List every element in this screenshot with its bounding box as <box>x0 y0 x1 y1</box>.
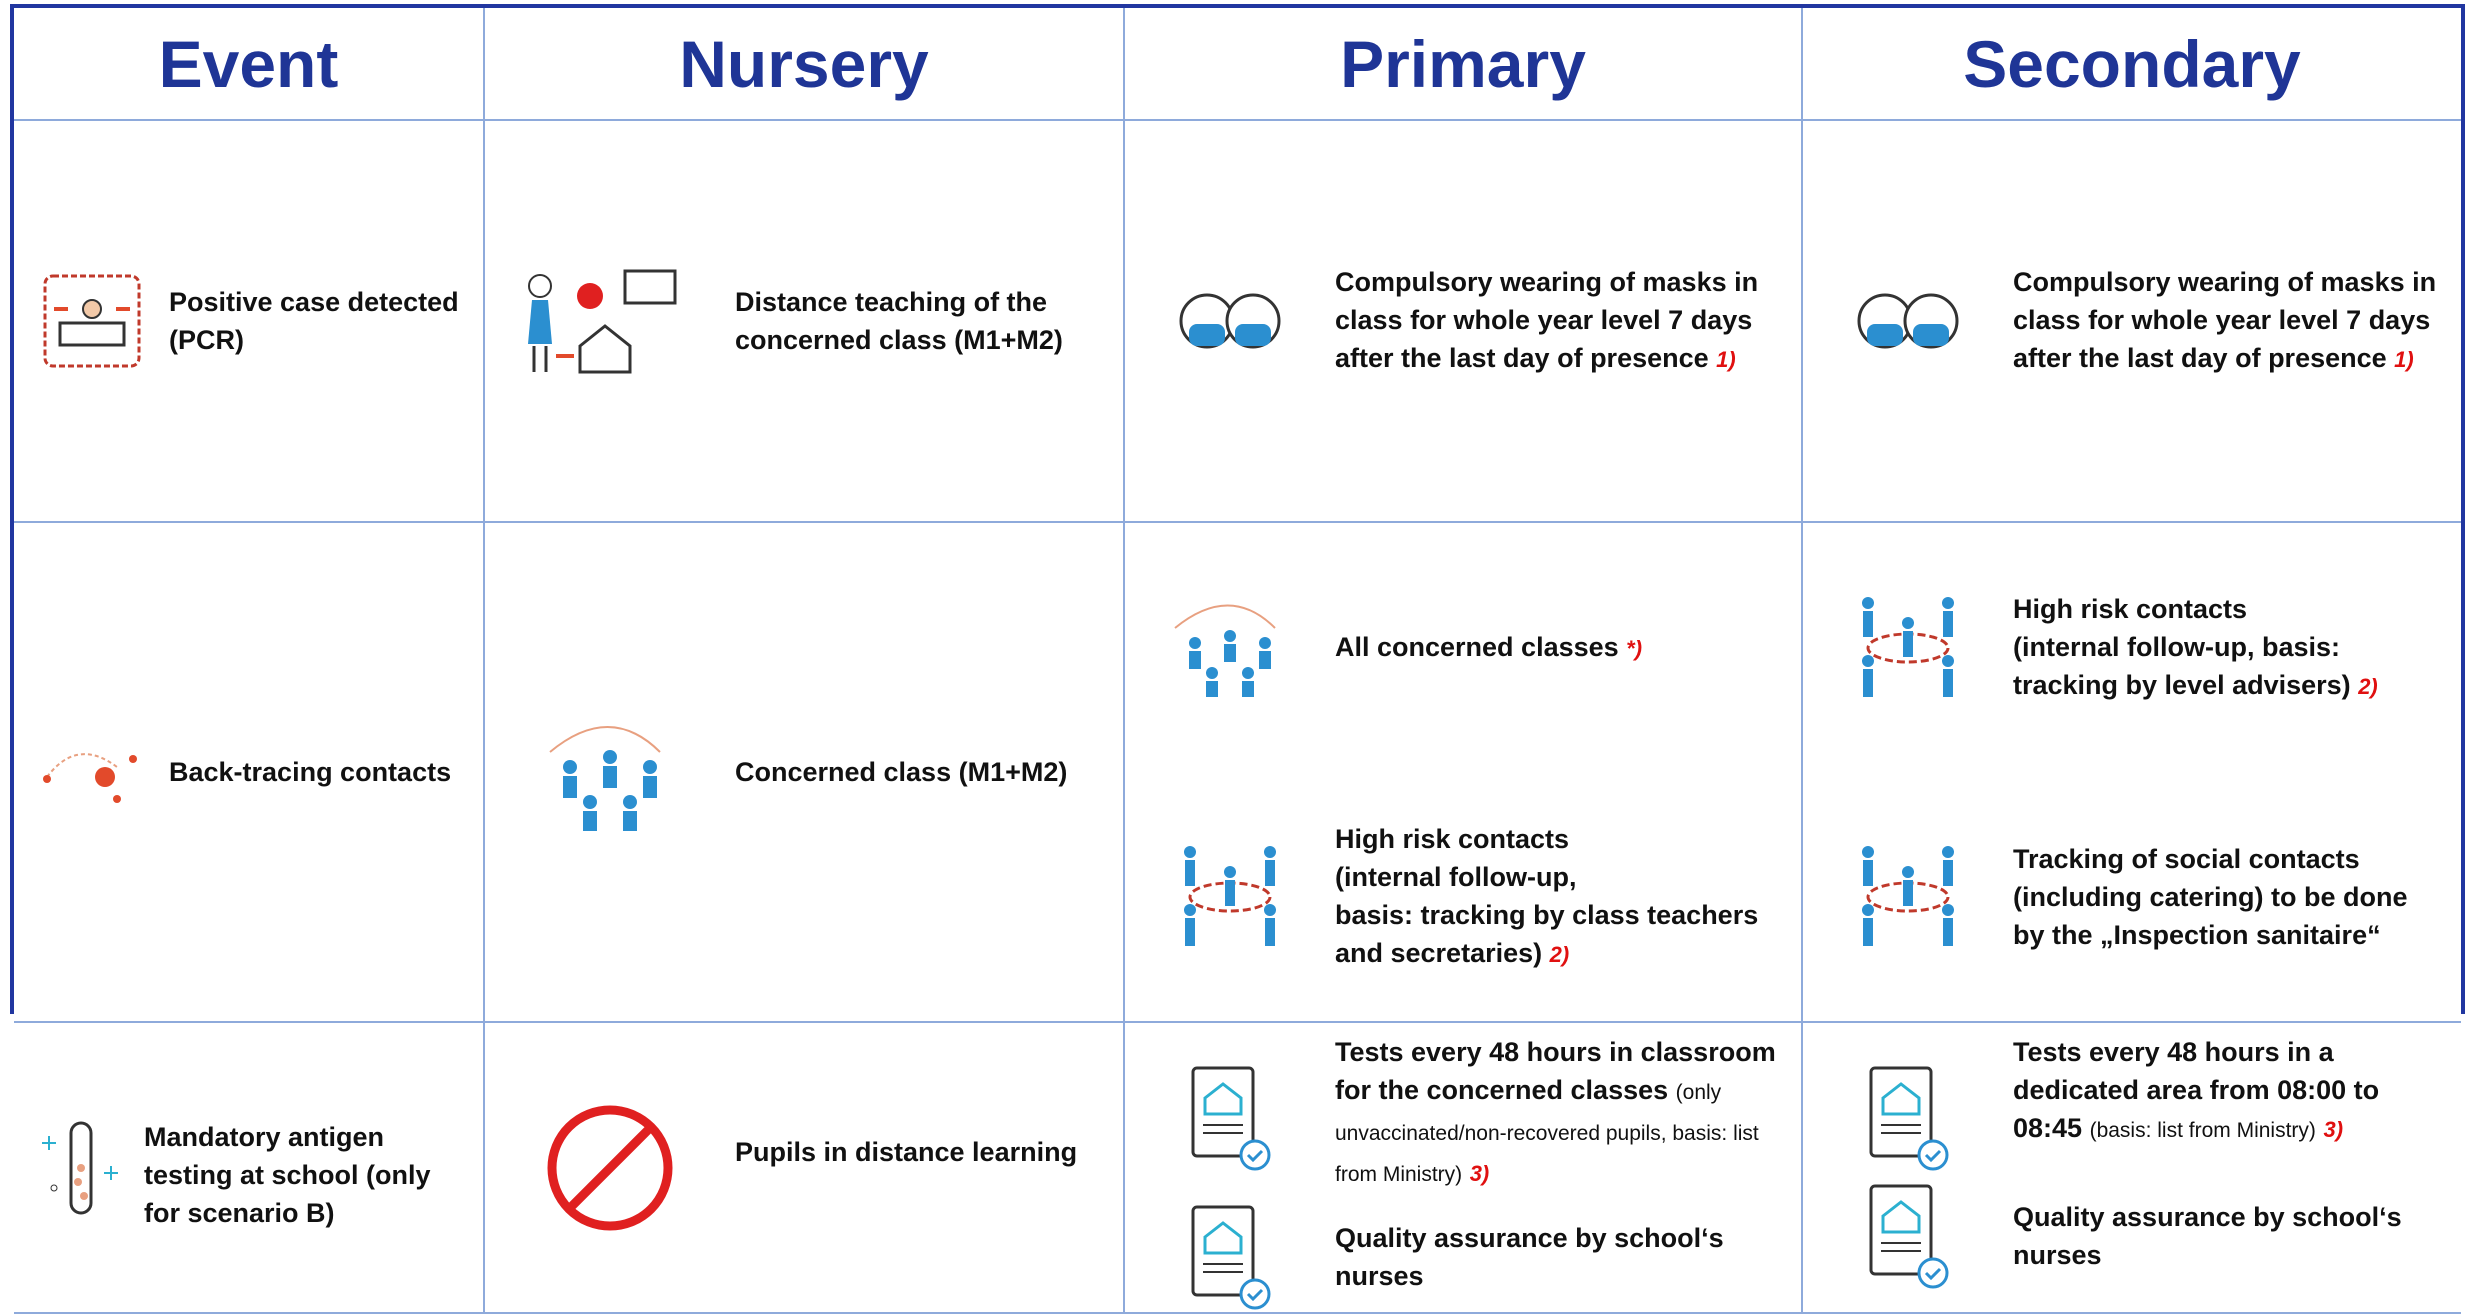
nursery-text: Pupils in distance learning <box>735 1137 1078 1167</box>
nursery-text: Distance teaching of the concerned class… <box>735 287 1063 355</box>
note-marker: 3) <box>1469 1161 1490 1186</box>
text: Compulsory wearing of masks in class for… <box>2013 267 2437 373</box>
cell: Distance teaching of the concerned class… <box>485 121 1125 523</box>
class-icon <box>1174 604 1276 697</box>
item: High risk contacts (internal follow-up, … <box>1803 523 2461 772</box>
note-marker: *) <box>1626 635 1643 661</box>
item: Tracking of social contacts (including c… <box>1803 772 2461 1021</box>
text: Compulsory wearing of masks in class for… <box>1335 267 1759 373</box>
certificate-icon <box>1191 1205 1271 1310</box>
event-text: Mandatory antigen testing at school (onl… <box>144 1122 431 1228</box>
item: Tests every 48 hours in a dedicated area… <box>1803 1033 2461 1173</box>
measure-text: Compulsory wearing of masks in class for… <box>1335 263 1801 379</box>
measure-text: Tests every 48 hours in a dedicated area… <box>2013 1033 2461 1150</box>
class-icon <box>549 726 661 831</box>
item: Quality assurance by school‘s nurses <box>1125 1202 1801 1312</box>
contacts-icon <box>1184 845 1276 946</box>
note-marker: 2) <box>2358 673 2378 699</box>
measure-text: All concerned classes *) <box>1335 628 1660 668</box>
item: Compulsory wearing of masks in class for… <box>1125 263 1801 379</box>
header-cell: Secondary <box>1803 8 2461 121</box>
text: Quality assurance by school‘s nurses <box>2013 1202 2402 1270</box>
teaching-icon <box>528 269 677 374</box>
measure-text: Quality assurance by school‘s nurses <box>2013 1198 2461 1274</box>
note-marker: 3) <box>2323 1117 2344 1142</box>
note-marker: 1) <box>1716 347 1736 372</box>
nursery-text: Concerned class (M1+M2) <box>735 757 1068 787</box>
event-text: Positive case detected (PCR) <box>169 287 459 355</box>
text: High risk contacts (internal follow-up, … <box>2013 593 2351 700</box>
item: Compulsory wearing of masks in class for… <box>1803 263 2461 379</box>
cell: Mandatory antigen testing at school (onl… <box>14 1023 485 1314</box>
certificate-icon <box>1191 1066 1271 1171</box>
event-text: Back-tracing contacts <box>169 757 452 787</box>
cell: All concerned classes *) High risk conta… <box>1125 523 1803 1023</box>
header-cell: Event <box>14 8 485 121</box>
text: Tracking of social contacts (including c… <box>2013 843 2408 950</box>
item: Tests every 48 hours in classroom for th… <box>1125 1033 1801 1194</box>
measure-text: Tests every 48 hours in classroom for th… <box>1335 1033 1801 1194</box>
mask-icon <box>1179 293 1281 349</box>
contacts-icon <box>1862 596 1954 697</box>
measure-text: Quality assurance by school‘s nurses <box>1335 1219 1801 1295</box>
text: Quality assurance by school‘s nurses <box>1335 1223 1724 1291</box>
note-marker: 2) <box>1549 941 1570 967</box>
tracing-icon <box>42 753 137 803</box>
header-cell: Nursery <box>485 8 1125 121</box>
measure-text: Compulsory wearing of masks in class for… <box>2013 263 2461 379</box>
bed-icon <box>43 274 140 368</box>
cell: Compulsory wearing of masks in class for… <box>1125 121 1803 523</box>
measure-text: High risk contacts (internal follow-up, … <box>1335 820 1801 974</box>
header-cell: Primary <box>1125 8 1803 121</box>
cell: Pupils in distance learning <box>485 1023 1125 1314</box>
cell: High risk contacts (internal follow-up, … <box>1803 523 2461 1023</box>
item: Quality assurance by school‘s nurses <box>1803 1181 2461 1291</box>
text: All concerned classes <box>1335 631 1619 662</box>
cell: Positive case detected (PCR) <box>14 121 485 523</box>
no-icon <box>547 1105 673 1231</box>
item: All concerned classes *) <box>1125 523 1801 772</box>
measure-text: High risk contacts (internal follow-up, … <box>2013 590 2461 706</box>
mask-icon <box>1857 293 1959 349</box>
note-text: (basis: list from Ministry) <box>2089 1119 2316 1142</box>
cell: Tests every 48 hours in a dedicated area… <box>1803 1023 2461 1314</box>
test-tube-icon <box>42 1121 118 1215</box>
certificate-icon <box>1869 1184 1949 1289</box>
table: Event Nursery Primary Secondary Positive… <box>10 4 2465 1314</box>
certificate-icon <box>1869 1066 1949 1171</box>
note-marker: 1) <box>2394 347 2414 372</box>
cell: Back-tracing contacts <box>14 523 485 1023</box>
cell: Tests every 48 hours in classroom for th… <box>1125 1023 1803 1314</box>
cell: Compulsory wearing of masks in class for… <box>1803 121 2461 523</box>
contacts-icon <box>1862 845 1954 946</box>
text: High risk contacts (internal follow-up, … <box>1335 823 1759 968</box>
measure-text: Tracking of social contacts (including c… <box>2013 840 2461 954</box>
cell: Concerned class (M1+M2) <box>485 523 1125 1023</box>
item: High risk contacts (internal follow-up, … <box>1125 772 1801 1021</box>
